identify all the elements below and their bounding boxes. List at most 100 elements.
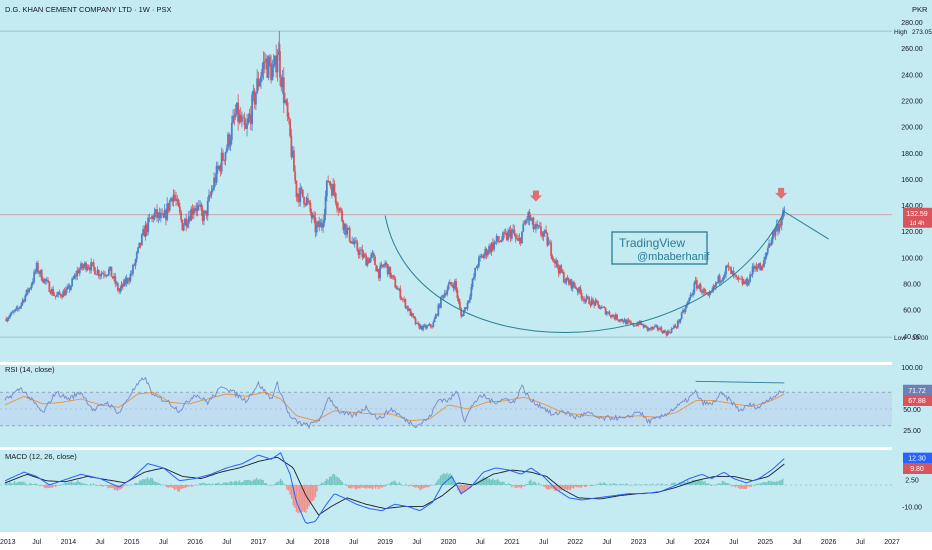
candle-body[interactable] xyxy=(579,287,582,293)
candle-body[interactable] xyxy=(277,51,280,55)
candle-body[interactable] xyxy=(689,294,692,298)
candle-body[interactable] xyxy=(419,325,422,329)
candle-body[interactable] xyxy=(626,320,629,325)
candle-body[interactable] xyxy=(81,263,84,268)
candle-body[interactable] xyxy=(604,307,607,315)
candle-body[interactable] xyxy=(128,280,131,282)
candle-body[interactable] xyxy=(488,246,490,253)
candle-body[interactable] xyxy=(187,216,190,224)
candle-body[interactable] xyxy=(7,317,10,319)
candle-body[interactable] xyxy=(679,318,682,323)
candle-body[interactable] xyxy=(77,270,80,274)
candle-body[interactable] xyxy=(203,212,205,221)
candle-body[interactable] xyxy=(574,285,577,289)
candle-body[interactable] xyxy=(44,278,47,282)
candle-body[interactable] xyxy=(25,289,28,296)
candle-body[interactable] xyxy=(146,224,148,233)
candle-body[interactable] xyxy=(617,319,620,321)
candle-body[interactable] xyxy=(284,100,286,104)
candle-body[interactable] xyxy=(680,312,683,319)
candle-body[interactable] xyxy=(616,314,618,320)
candle-body[interactable] xyxy=(522,223,525,232)
candle-body[interactable] xyxy=(115,283,118,284)
candle-body[interactable] xyxy=(322,222,324,228)
candle-body[interactable] xyxy=(69,285,72,290)
candle-body[interactable] xyxy=(39,270,42,274)
candle-body[interactable] xyxy=(355,240,357,242)
candle-body[interactable] xyxy=(739,278,741,280)
candle-body[interactable] xyxy=(138,242,141,248)
candle-body[interactable] xyxy=(518,237,521,241)
candle-body[interactable] xyxy=(104,274,107,276)
candle-body[interactable] xyxy=(410,313,413,316)
candle-body[interactable] xyxy=(485,248,488,256)
candle-body[interactable] xyxy=(459,301,461,309)
candle-body[interactable] xyxy=(280,77,283,88)
rsi-trendline[interactable] xyxy=(695,380,785,384)
candle-body[interactable] xyxy=(270,63,272,81)
candle-body[interactable] xyxy=(651,327,654,329)
candle-body[interactable] xyxy=(124,279,127,284)
candle-body[interactable] xyxy=(573,281,575,286)
candle-body[interactable] xyxy=(720,280,722,283)
candle-body[interactable] xyxy=(63,290,66,296)
candle-body[interactable] xyxy=(371,253,374,255)
candle-body[interactable] xyxy=(211,188,214,191)
candle-body[interactable] xyxy=(395,287,398,290)
candle-body[interactable] xyxy=(312,215,314,219)
candle-body[interactable] xyxy=(546,232,549,246)
candle-body[interactable] xyxy=(607,311,610,313)
candle-body[interactable] xyxy=(566,277,569,281)
candle-body[interactable] xyxy=(75,274,77,277)
candle-body[interactable] xyxy=(490,242,493,252)
candle-body[interactable] xyxy=(244,125,247,129)
candle-body[interactable] xyxy=(415,322,418,324)
candle-body[interactable] xyxy=(50,289,53,294)
candle-body[interactable] xyxy=(262,61,265,69)
candle-body[interactable] xyxy=(445,293,447,295)
candle-body[interactable] xyxy=(218,166,221,169)
candle-body[interactable] xyxy=(125,278,128,284)
candle-body[interactable] xyxy=(120,284,123,289)
projection-line[interactable] xyxy=(784,211,829,240)
candle-body[interactable] xyxy=(499,241,502,242)
candle-body[interactable] xyxy=(500,240,503,242)
candle-body[interactable] xyxy=(697,286,700,289)
candle-body[interactable] xyxy=(414,318,417,324)
candle-body[interactable] xyxy=(436,314,438,316)
candle-body[interactable] xyxy=(531,217,534,221)
candle-body[interactable] xyxy=(602,306,604,308)
candle-body[interactable] xyxy=(365,255,368,266)
candle-body[interactable] xyxy=(196,205,199,211)
candle-body[interactable] xyxy=(148,217,151,219)
candle-body[interactable] xyxy=(509,229,512,239)
candle-body[interactable] xyxy=(324,196,327,215)
candle-body[interactable] xyxy=(728,266,731,268)
candle-body[interactable] xyxy=(740,278,743,280)
candle-body[interactable] xyxy=(315,224,318,233)
candle-body[interactable] xyxy=(462,310,465,316)
candle-body[interactable] xyxy=(741,278,744,285)
candle-body[interactable] xyxy=(491,242,494,250)
candle-body[interactable] xyxy=(399,288,402,299)
candle-body[interactable] xyxy=(562,272,565,283)
candle-body[interactable] xyxy=(294,171,297,181)
candle-body[interactable] xyxy=(497,236,499,241)
candle-body[interactable] xyxy=(717,275,720,283)
candle-body[interactable] xyxy=(570,279,573,289)
candle-body[interactable] xyxy=(538,225,541,227)
candle-body[interactable] xyxy=(263,61,266,63)
candle-body[interactable] xyxy=(178,206,181,213)
candle-body[interactable] xyxy=(243,117,246,126)
candle-body[interactable] xyxy=(222,152,224,161)
candle-body[interactable] xyxy=(343,223,346,230)
candle-body[interactable] xyxy=(745,279,748,284)
price-pane[interactable] xyxy=(5,31,829,337)
candle-body[interactable] xyxy=(35,263,38,272)
candle-body[interactable] xyxy=(521,231,523,244)
candle-body[interactable] xyxy=(735,275,738,277)
candle-body[interactable] xyxy=(357,250,360,255)
candle-body[interactable] xyxy=(684,307,687,313)
candle-body[interactable] xyxy=(437,304,440,316)
